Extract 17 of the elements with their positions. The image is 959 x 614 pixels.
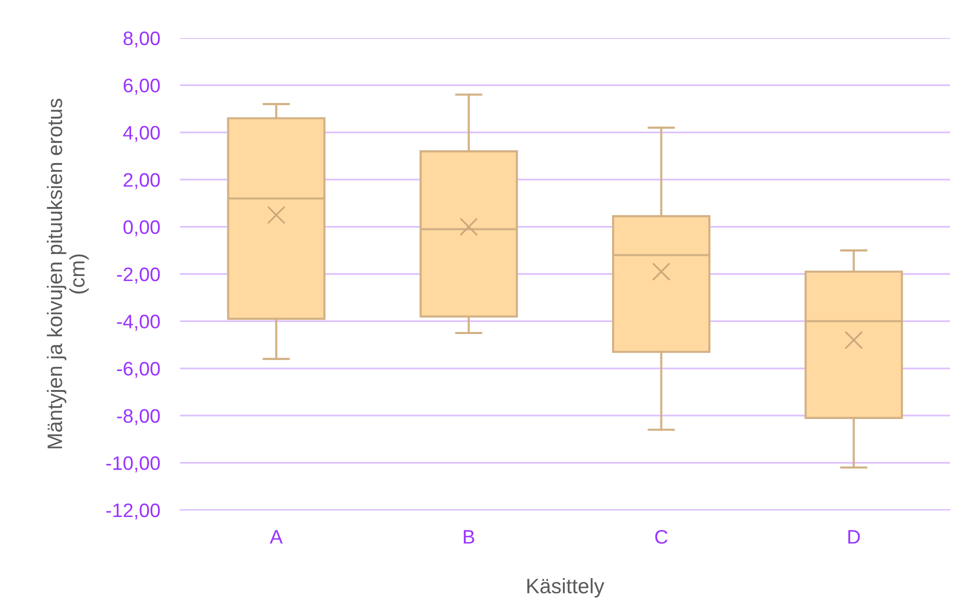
x-tick-label: D [848, 530, 860, 544]
y-axis-title: Mäntyjen ja koivujen pituuksien erotus (cm) [46, 98, 89, 448]
x-axis-title: Käsittely [527, 578, 604, 598]
y-tick-label: -12,00 [106, 503, 160, 520]
y-tick-label: -4,00 [117, 314, 160, 331]
y-tick-label: -10,00 [106, 456, 160, 472]
y-tick-label: 4,00 [123, 126, 160, 142]
y-tick-label: -8,00 [117, 409, 160, 426]
x-tick-label: C [655, 530, 668, 544]
y-tick-label: 0,00 [123, 220, 160, 236]
y-tick-label: 8,00 [124, 31, 160, 48]
y-tick-label: 2,00 [124, 173, 160, 190]
y-tick-label: -6,00 [117, 362, 160, 378]
y-tick-label: 6,00 [124, 78, 160, 95]
y-tick-label: -2,00 [117, 267, 160, 284]
x-tick-label: A [270, 530, 283, 544]
x-tick-label: B [464, 530, 474, 544]
